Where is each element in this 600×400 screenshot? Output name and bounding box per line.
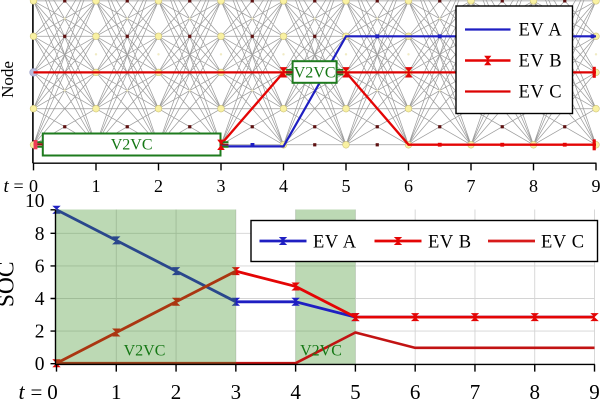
svg-text:EV C: EV C — [541, 233, 585, 253]
svg-text:EV A: EV A — [313, 233, 357, 253]
svg-text:EV B: EV B — [428, 233, 472, 253]
svg-text:EV B: EV B — [519, 52, 563, 72]
svg-text:6: 6 — [404, 176, 413, 196]
svg-text:7: 7 — [470, 380, 481, 400]
svg-text:EV C: EV C — [519, 83, 563, 103]
svg-text:V2VC: V2VC — [300, 343, 342, 360]
svg-text:3: 3 — [231, 380, 242, 400]
svg-text:Node: Node — [0, 61, 17, 98]
svg-text:7: 7 — [467, 176, 476, 196]
svg-text:0: 0 — [35, 354, 45, 375]
svg-text:8: 8 — [35, 224, 45, 245]
svg-text:6: 6 — [410, 380, 421, 400]
svg-text:t: t — [4, 176, 10, 197]
svg-text:5: 5 — [342, 176, 351, 196]
svg-text:V2VC: V2VC — [294, 65, 336, 82]
svg-text:4: 4 — [35, 289, 45, 310]
svg-text:5: 5 — [350, 380, 361, 400]
svg-text:9: 9 — [592, 176, 600, 196]
svg-text:2: 2 — [154, 176, 163, 196]
svg-text:3: 3 — [217, 176, 226, 196]
svg-text:V2VC: V2VC — [124, 343, 166, 360]
svg-text:9: 9 — [589, 380, 600, 400]
svg-text:10: 10 — [25, 191, 45, 212]
svg-text:t: t — [19, 379, 26, 400]
svg-text:4: 4 — [279, 176, 288, 196]
svg-text:6: 6 — [35, 256, 45, 277]
svg-text:=: = — [31, 380, 43, 400]
svg-text:0: 0 — [47, 380, 58, 400]
svg-text:V2VC: V2VC — [111, 137, 153, 154]
svg-text:=: = — [14, 176, 24, 196]
svg-text:8: 8 — [529, 176, 538, 196]
svg-text:EV A: EV A — [519, 21, 563, 41]
svg-text:0: 0 — [29, 176, 38, 196]
svg-text:1: 1 — [92, 176, 101, 196]
svg-text:8: 8 — [529, 380, 540, 400]
svg-text:2: 2 — [171, 380, 182, 400]
svg-text:SOC: SOC — [0, 261, 20, 307]
svg-text:1: 1 — [111, 380, 122, 400]
svg-text:2: 2 — [35, 322, 45, 343]
svg-text:4: 4 — [290, 380, 301, 400]
